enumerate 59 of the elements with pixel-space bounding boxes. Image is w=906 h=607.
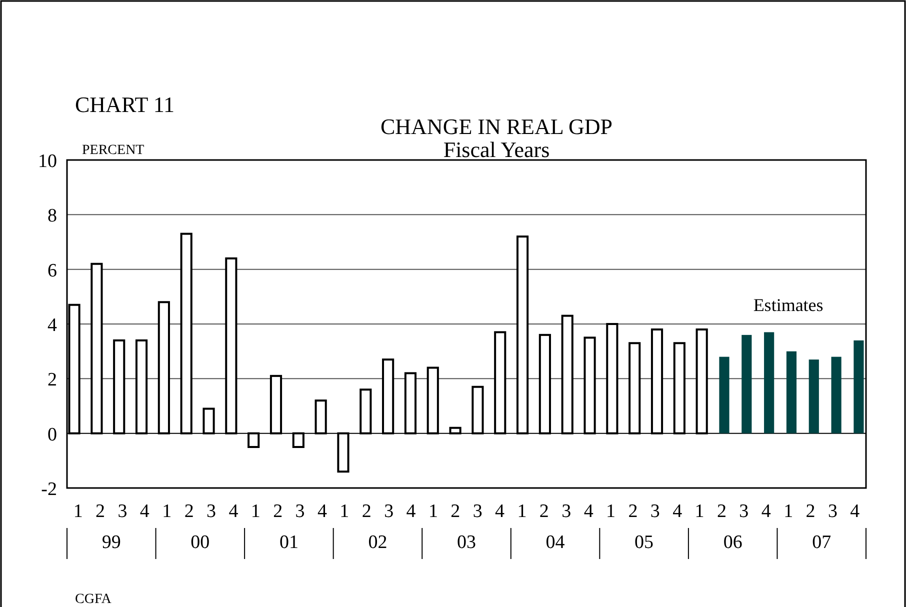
- x-tick-label: 2: [450, 501, 460, 522]
- x-tick-label: 2: [96, 501, 106, 522]
- y-tick-label: 2: [48, 370, 57, 391]
- x-tick-label: 3: [472, 501, 482, 522]
- y-tick-label: 10: [38, 151, 57, 172]
- x-tick-label: 4: [228, 501, 239, 522]
- x-tick-label: 4: [584, 501, 594, 522]
- x-tick-label: 3: [384, 501, 394, 522]
- x-tick-label: 3: [650, 501, 660, 522]
- text: 06: [723, 532, 742, 553]
- text: 00: [190, 532, 210, 553]
- x-tick-label: 2: [184, 501, 194, 522]
- x-tick-label: 1: [784, 501, 794, 522]
- x-tick-label: 4: [850, 501, 860, 522]
- x-tick-label: 2: [273, 501, 283, 522]
- text: 99: [102, 532, 121, 553]
- x-tick-label: 3: [739, 501, 749, 522]
- x-tick-label: 1: [517, 501, 527, 522]
- y-tick-label: 0: [48, 424, 57, 446]
- x-tick-label: 1: [340, 501, 350, 522]
- text: CGFA: [75, 592, 112, 607]
- x-tick-label: 4: [317, 501, 328, 522]
- x-tick-label: 2: [539, 501, 549, 522]
- x-tick-label: 3: [206, 501, 216, 522]
- text: 03: [457, 532, 476, 553]
- x-tick-label: 3: [118, 501, 128, 522]
- x-tick-label: 2: [806, 501, 816, 522]
- chart-subtitle: Fiscal Years: [443, 137, 550, 162]
- y-tick-label: 8: [48, 206, 57, 227]
- y-axis-title: PERCENT: [82, 143, 145, 158]
- x-tick-label: 1: [73, 501, 83, 522]
- x-tick-label: 4: [140, 501, 150, 522]
- annotation: Estimates: [753, 295, 824, 315]
- y-tick-label: -2: [41, 479, 57, 500]
- x-tick-label: 4: [672, 501, 683, 522]
- x-tick-label: 3: [828, 501, 838, 522]
- x-tick-label: 1: [428, 501, 438, 522]
- text: 04: [546, 532, 566, 553]
- text: 02: [368, 532, 388, 553]
- x-tick-label: 4: [761, 501, 772, 522]
- caption: CHART 11: [75, 92, 175, 117]
- text: 07: [812, 532, 832, 553]
- x-tick-label: 2: [628, 501, 638, 522]
- x-tick-label: 3: [295, 501, 305, 522]
- x-tick-label: 1: [250, 501, 260, 522]
- text: 01: [279, 532, 298, 553]
- x-tick-label: 3: [562, 501, 572, 522]
- x-tick-label: 1: [694, 501, 704, 522]
- x-tick-label: 2: [716, 501, 726, 522]
- text: 05: [634, 532, 654, 553]
- x-tick-label: 1: [606, 501, 616, 522]
- x-tick-label: 1: [162, 501, 172, 522]
- chart-title: CHANGE IN REAL GDP: [380, 114, 613, 139]
- x-tick-label: 2: [362, 501, 372, 522]
- bar: [786, 351, 797, 434]
- y-tick-label: 6: [48, 260, 57, 282]
- x-tick-label: 4: [406, 501, 416, 522]
- y-tick-label: 4: [48, 315, 58, 336]
- x-tick-label: 4: [495, 501, 506, 522]
